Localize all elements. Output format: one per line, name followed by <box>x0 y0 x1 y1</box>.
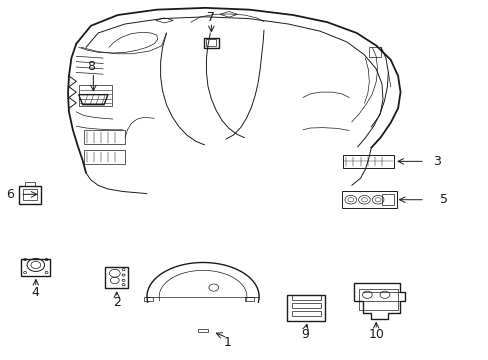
Bar <box>83 130 125 144</box>
Text: 5: 5 <box>440 193 447 206</box>
Bar <box>341 192 396 208</box>
Text: 4: 4 <box>32 286 40 299</box>
Bar <box>368 47 380 57</box>
Bar <box>198 329 207 332</box>
Bar <box>292 311 320 316</box>
Bar <box>83 149 125 164</box>
Text: 3: 3 <box>432 155 440 168</box>
Bar <box>292 303 320 308</box>
Text: 9: 9 <box>301 328 309 341</box>
Bar <box>203 38 219 48</box>
Bar <box>292 295 320 300</box>
Text: 1: 1 <box>223 336 231 348</box>
Bar <box>287 295 325 320</box>
Bar <box>79 85 112 107</box>
Text: 10: 10 <box>367 328 383 341</box>
Bar <box>19 186 41 204</box>
Text: 6: 6 <box>6 188 14 201</box>
Bar <box>22 189 37 200</box>
Bar <box>342 155 393 168</box>
Bar <box>25 182 35 186</box>
Bar <box>358 289 397 310</box>
Text: 7: 7 <box>207 12 215 24</box>
Bar <box>206 39 216 46</box>
Bar <box>144 297 153 301</box>
Text: 2: 2 <box>113 296 121 309</box>
Bar <box>21 258 50 276</box>
Text: 8: 8 <box>87 60 95 73</box>
Bar <box>244 297 253 301</box>
Bar <box>381 194 393 205</box>
Bar <box>105 267 128 288</box>
